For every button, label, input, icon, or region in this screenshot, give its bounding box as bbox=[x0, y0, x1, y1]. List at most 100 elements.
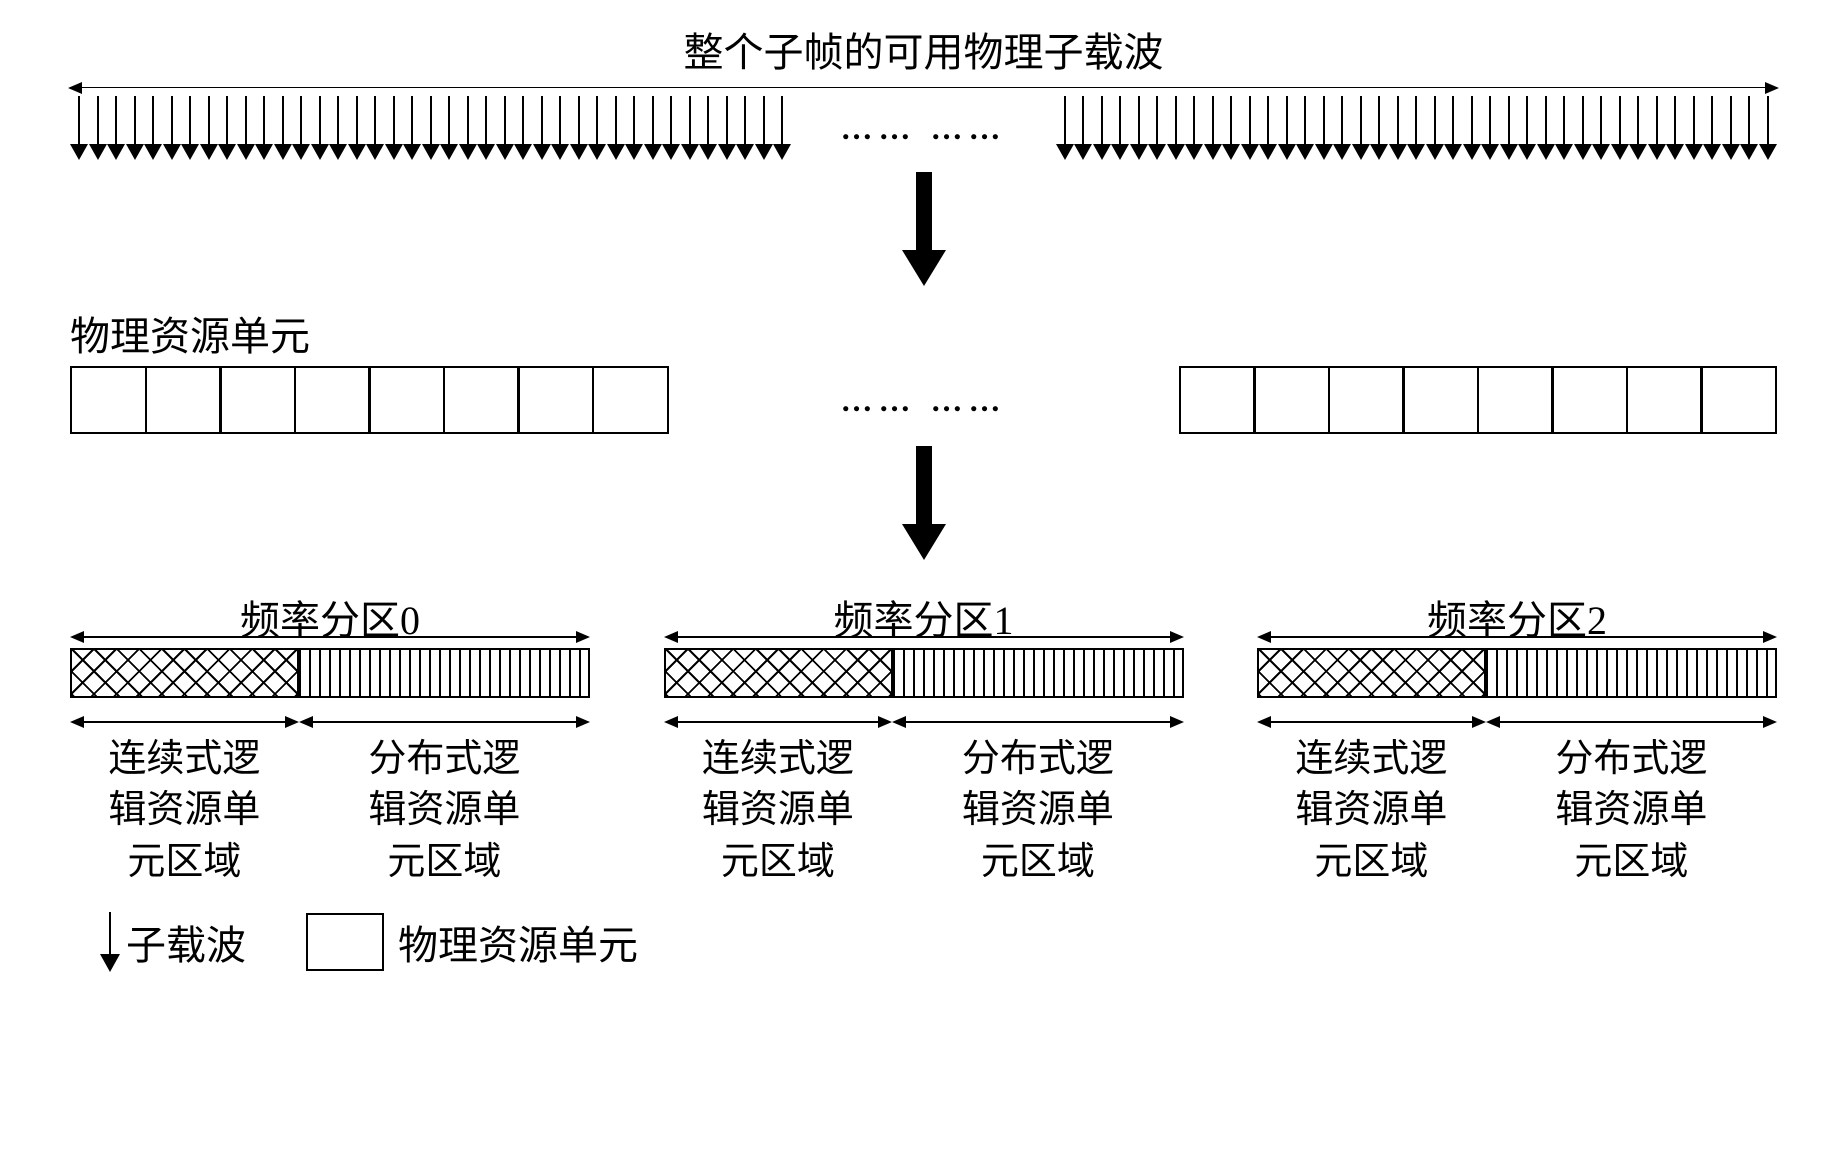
subcarrier-group-right bbox=[1056, 96, 1778, 160]
partition-sub-spans bbox=[1257, 716, 1777, 730]
subcarrier-arrow-icon bbox=[755, 96, 774, 160]
subcarrier-group-left bbox=[70, 96, 792, 160]
pru-box bbox=[1179, 366, 1256, 434]
subcarrier-arrow-icon bbox=[570, 96, 589, 160]
down-arrow-2 bbox=[909, 446, 939, 560]
frequency-partition: 频率分区2连续式逻辑资源单元区域分布式逻辑资源单元区域 bbox=[1257, 588, 1777, 888]
legend-subcarrier-label: 子载波 bbox=[126, 913, 246, 971]
subcarrier-arrow-icon bbox=[625, 96, 644, 160]
legend-subcarrier: 子载波 bbox=[100, 912, 246, 972]
distributed-region bbox=[299, 650, 588, 696]
subcarrier-arrow-icon bbox=[1592, 96, 1611, 160]
pru-box bbox=[294, 366, 371, 434]
legend-pru: 物理资源单元 bbox=[306, 913, 638, 971]
partition-bar bbox=[70, 648, 590, 698]
distributed-label: 分布式逻辑资源单元区域 bbox=[1486, 734, 1777, 888]
subcarrier-arrow-icon bbox=[1148, 96, 1167, 160]
subcarrier-arrow-icon bbox=[1500, 96, 1519, 160]
subcarrier-arrow-icon bbox=[1093, 96, 1112, 160]
subcarrier-arrow-icon bbox=[1111, 96, 1130, 160]
subcarrier-arrow-icon bbox=[736, 96, 755, 160]
subcarrier-arrow-icon bbox=[385, 96, 404, 160]
distributed-region bbox=[1486, 650, 1775, 696]
subcarrier-arrow-icon bbox=[144, 96, 163, 160]
subcarrier-arrow-icon bbox=[1241, 96, 1260, 160]
subcarrier-arrow-icon bbox=[1426, 96, 1445, 160]
pru-box bbox=[1626, 366, 1703, 434]
subcarrier-arrow-icon bbox=[1537, 96, 1556, 160]
contiguous-label: 连续式逻辑资源单元区域 bbox=[70, 734, 299, 888]
pru-section-label: 物理资源单元 bbox=[70, 304, 1807, 362]
subcarrier-arrow-icon bbox=[1167, 96, 1186, 160]
subcarrier-arrow-icon bbox=[348, 96, 367, 160]
legend: 子载波 物理资源单元 bbox=[100, 912, 1807, 972]
partition-bar bbox=[1257, 648, 1777, 698]
subcarrier-arrow-icon bbox=[459, 96, 478, 160]
subcarrier-arrow-icon bbox=[1481, 96, 1500, 160]
pru-box bbox=[219, 366, 296, 434]
pru-box bbox=[443, 366, 520, 434]
subcarrier-arrow-icon bbox=[1611, 96, 1630, 160]
pru-box bbox=[1402, 366, 1479, 434]
partition-sub-labels: 连续式逻辑资源单元区域分布式逻辑资源单元区域 bbox=[1257, 734, 1777, 888]
pru-ellipsis: …… …… bbox=[821, 382, 1027, 419]
contiguous-region bbox=[72, 650, 299, 696]
subcarrier-arrow-icon bbox=[533, 96, 552, 160]
distributed-label: 分布式逻辑资源单元区域 bbox=[299, 734, 590, 888]
subcarrier-arrow-icon bbox=[1333, 96, 1352, 160]
frequency-partition: 频率分区1连续式逻辑资源单元区域分布式逻辑资源单元区域 bbox=[664, 588, 1184, 888]
partition-sub-labels: 连续式逻辑资源单元区域分布式逻辑资源单元区域 bbox=[70, 734, 590, 888]
subcarrier-arrow-icon bbox=[1703, 96, 1722, 160]
distributed-region bbox=[893, 650, 1182, 696]
subcarrier-arrow-icon bbox=[718, 96, 737, 160]
subcarrier-arrow-icon bbox=[126, 96, 145, 160]
subcarrier-arrow-icon bbox=[662, 96, 681, 160]
subcarrier-arrow-icon bbox=[181, 96, 200, 160]
subcarrier-arrow-icon bbox=[1185, 96, 1204, 160]
pru-box bbox=[368, 366, 445, 434]
partition-span-arrow bbox=[664, 632, 1184, 642]
subcarrier-arrow-icon bbox=[1518, 96, 1537, 160]
subcarrier-arrow-icon bbox=[1444, 96, 1463, 160]
pru-box-icon bbox=[306, 913, 384, 971]
pru-box bbox=[145, 366, 222, 434]
partition-sub-spans bbox=[70, 716, 590, 730]
subcarrier-arrow-icon bbox=[1222, 96, 1241, 160]
subcarrier-arrow-icon bbox=[274, 96, 293, 160]
subcarrier-arrow-icon bbox=[1074, 96, 1093, 160]
legend-pru-label: 物理资源单元 bbox=[398, 913, 638, 971]
pru-box bbox=[1328, 366, 1405, 434]
subcarrier-arrow-icon bbox=[1315, 96, 1334, 160]
subcarrier-arrow-icon bbox=[1204, 96, 1223, 160]
pru-box bbox=[517, 366, 594, 434]
subcarrier-arrow-icon bbox=[477, 96, 496, 160]
subcarrier-arrow-icon bbox=[773, 96, 792, 160]
contiguous-region bbox=[666, 650, 893, 696]
subcarrier-arrow-icon bbox=[1056, 96, 1075, 160]
subcarrier-arrow-icon bbox=[1685, 96, 1704, 160]
subcarrier-arrow-icon bbox=[681, 96, 700, 160]
subcarrier-arrow-icon bbox=[237, 96, 256, 160]
subcarrier-arrow-icon bbox=[440, 96, 459, 160]
partition-span-arrow bbox=[70, 632, 590, 642]
subcarrier-arrow-icon bbox=[588, 96, 607, 160]
frequency-partitions-row: 频率分区0连续式逻辑资源单元区域分布式逻辑资源单元区域频率分区1连续式逻辑资源单… bbox=[70, 588, 1777, 888]
subcarrier-arrow-icon bbox=[200, 96, 219, 160]
subcarrier-arrow-icon bbox=[255, 96, 274, 160]
full-span-arrow bbox=[70, 82, 1777, 94]
pru-group-left bbox=[70, 366, 669, 434]
partition-span-arrow bbox=[1257, 632, 1777, 642]
pru-row: …… …… bbox=[70, 366, 1777, 434]
subcarrier-arrow-icon bbox=[1296, 96, 1315, 160]
pru-box bbox=[592, 366, 669, 434]
subcarrier-arrow-icon bbox=[1740, 96, 1759, 160]
subcarrier-arrow-icon bbox=[1666, 96, 1685, 160]
contiguous-region bbox=[1259, 650, 1486, 696]
subcarrier-arrow-icon bbox=[366, 96, 385, 160]
page-title: 整个子帧的可用物理子载波 bbox=[40, 20, 1807, 78]
subcarrier-ellipsis: …… …… bbox=[821, 110, 1027, 147]
subcarrier-arrow-icon bbox=[403, 96, 422, 160]
subcarrier-arrow-icon bbox=[100, 912, 120, 972]
distributed-label: 分布式逻辑资源单元区域 bbox=[892, 734, 1183, 888]
subcarrier-arrow-icon bbox=[292, 96, 311, 160]
